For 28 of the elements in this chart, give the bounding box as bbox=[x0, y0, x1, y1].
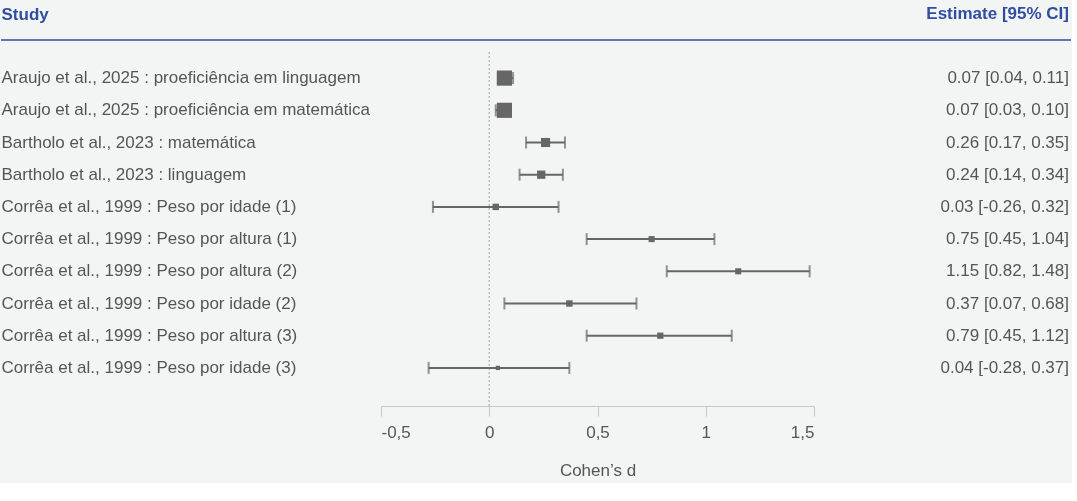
data-label: 0.24 [0.14, 0.34] bbox=[946, 164, 1069, 184]
y-tick-label: Araujo et al., 2025 : proeficiência em linguagem bbox=[1, 68, 361, 88]
y-tick-label: Corrêa et al., 1999 : Peso por altura (3) bbox=[1, 325, 298, 345]
data-label: 0.07 [0.03, 0.10] bbox=[946, 100, 1069, 120]
y-tick-label: Bartholo et al., 2023 : linguagem bbox=[1, 164, 247, 184]
x-tick-label: 0,5 bbox=[586, 422, 610, 442]
y-tick-label: Corrêa et al., 1999 : Peso por idade (3) bbox=[1, 357, 297, 377]
data-label: 1.15 [0.82, 1.48] bbox=[946, 261, 1069, 281]
y-tick-label: Corrêa et al., 1999 : Peso por idade (2) bbox=[1, 293, 297, 313]
y-tick-label: Corrêa et al., 1999 : Peso por altura (1) bbox=[1, 229, 298, 249]
data-label: 0.79 [0.45, 1.12] bbox=[946, 325, 1069, 345]
y-axis-title: Study bbox=[1, 4, 50, 24]
data-label: 0.04 [-0.28, 0.37] bbox=[940, 357, 1069, 377]
data-label: 0.03 [-0.26, 0.32] bbox=[940, 196, 1069, 216]
data-label: 0.37 [0.07, 0.68] bbox=[946, 293, 1069, 313]
x-tick-label: 1 bbox=[701, 422, 711, 442]
y-tick-label: Bartholo et al., 2023 : matemática bbox=[1, 132, 257, 152]
x-axis-title: Cohen’s d bbox=[559, 460, 637, 480]
data-label: 0.75 [0.45, 1.04] bbox=[946, 229, 1069, 249]
data-label: 0.07 [0.04, 0.11] bbox=[947, 68, 1069, 88]
x-tick-label: 1,5 bbox=[790, 422, 815, 442]
text: Estimate [95% CI] bbox=[926, 4, 1069, 23]
y-tick-label: Corrêa et al., 1999 : Peso por idade (1) bbox=[1, 196, 297, 216]
y-tick-label: Araujo et al., 2025 : proeficiência em matemática bbox=[1, 100, 371, 120]
y-tick-label: Corrêa et al., 1999 : Peso por altura (2) bbox=[1, 261, 298, 281]
data-label: 0.26 [0.17, 0.35] bbox=[946, 132, 1069, 152]
x-tick-label: -0,5 bbox=[381, 422, 411, 442]
x-tick-label: 0 bbox=[485, 422, 495, 442]
